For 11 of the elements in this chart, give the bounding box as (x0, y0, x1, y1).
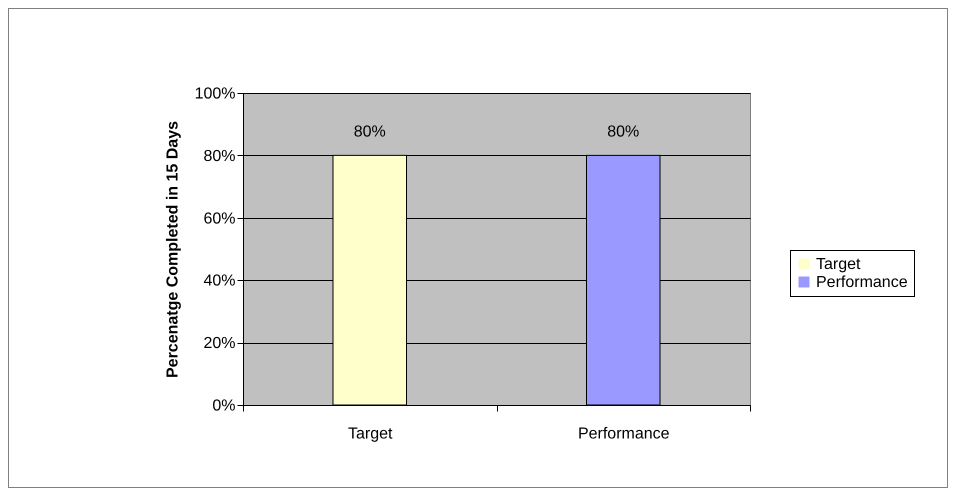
y-tick-label: 80% (203, 148, 236, 165)
y-axis-title: Percenatge Completed in 15 Days (164, 120, 182, 378)
data-label: 80% (354, 123, 386, 140)
y-tick-label: 40% (203, 272, 236, 290)
legend-label: Target (816, 256, 862, 273)
legend-label: Performance (816, 274, 908, 291)
y-tick-label: 60% (203, 210, 236, 228)
data-label: 80% (607, 123, 640, 140)
y-tick-label: 20% (203, 335, 236, 352)
y-tick-label: 100% (194, 86, 236, 102)
y-tick-label: 0% (212, 398, 236, 414)
